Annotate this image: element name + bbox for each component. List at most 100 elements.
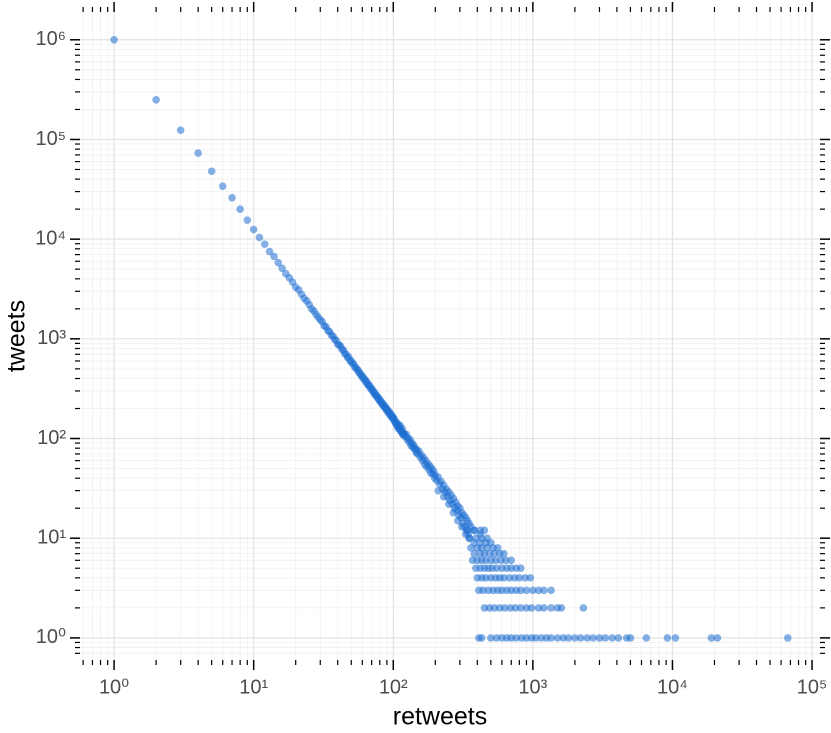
point [663, 634, 672, 642]
point [454, 516, 462, 525]
point [713, 634, 722, 642]
point [547, 634, 555, 642]
point [236, 205, 244, 213]
y-tick-label: 10⁵ [35, 128, 66, 150]
point [517, 604, 525, 612]
point [152, 96, 160, 104]
point [517, 586, 525, 595]
point [274, 258, 283, 267]
point [707, 634, 716, 642]
point [526, 574, 535, 582]
point [465, 534, 474, 543]
point [500, 574, 508, 582]
point [512, 634, 521, 642]
point [614, 634, 623, 642]
point [491, 556, 500, 565]
y-axis-title: tweets [3, 300, 31, 372]
y-tick-label: 10² [37, 427, 66, 449]
point [783, 634, 792, 642]
point [483, 534, 491, 543]
point [249, 225, 258, 234]
point [477, 634, 486, 642]
point [522, 586, 531, 595]
point [534, 586, 543, 595]
point [553, 634, 562, 642]
point [501, 604, 509, 612]
point [527, 604, 536, 612]
point [487, 634, 495, 642]
point [445, 500, 453, 508]
point [490, 549, 499, 558]
point [515, 574, 524, 582]
point [608, 634, 616, 642]
point [595, 634, 604, 642]
point [477, 544, 486, 552]
point [110, 35, 118, 44]
point [517, 564, 525, 573]
point [218, 182, 227, 190]
x-tick-label: 10⁰ [99, 676, 129, 698]
x-tick-label: 10⁵ [797, 676, 828, 698]
point [260, 240, 269, 248]
point [626, 634, 635, 642]
x-tick-label: 10¹ [239, 676, 268, 698]
point [477, 534, 486, 543]
y-tick-label: 10⁰ [36, 626, 66, 648]
point [493, 544, 502, 552]
point [470, 526, 479, 535]
point [564, 634, 573, 642]
point [529, 586, 537, 595]
y-tick-label: 10⁶ [36, 28, 66, 50]
point [483, 544, 491, 552]
point [502, 556, 510, 565]
point [207, 167, 216, 176]
point [579, 604, 588, 612]
point [671, 634, 680, 642]
point [278, 264, 286, 273]
point [534, 604, 543, 612]
point [479, 586, 487, 595]
point [559, 634, 568, 642]
point [557, 604, 566, 612]
point [471, 534, 480, 543]
point [583, 634, 591, 642]
point [500, 549, 508, 558]
point [576, 634, 585, 642]
point [492, 564, 501, 573]
point [439, 493, 448, 501]
x-tick-label: 10³ [518, 676, 547, 698]
point [507, 556, 516, 565]
point [449, 508, 458, 517]
point [458, 523, 466, 531]
y-tick-label: 10⁴ [35, 227, 66, 249]
point [589, 634, 597, 642]
point [476, 526, 485, 535]
x-tick-label: 10² [379, 676, 408, 698]
point [490, 604, 499, 612]
point [540, 604, 548, 612]
point [532, 634, 540, 642]
point [511, 604, 520, 612]
point [255, 233, 264, 242]
point [547, 586, 555, 595]
point [540, 586, 548, 595]
point [467, 544, 475, 552]
point [642, 634, 651, 642]
point [176, 126, 185, 134]
point [571, 634, 579, 642]
point [463, 526, 472, 535]
point [270, 252, 278, 261]
x-tick-label: 10⁴ [657, 676, 688, 698]
x-axis-title: retweets [393, 703, 487, 731]
y-tick-label: 10³ [37, 327, 66, 349]
point [492, 634, 501, 642]
point [434, 486, 443, 495]
point [194, 149, 202, 157]
point [470, 549, 479, 558]
y-tick-label: 10¹ [37, 526, 66, 548]
point [601, 634, 610, 642]
point [265, 247, 274, 256]
point [243, 216, 252, 224]
point [547, 604, 555, 612]
